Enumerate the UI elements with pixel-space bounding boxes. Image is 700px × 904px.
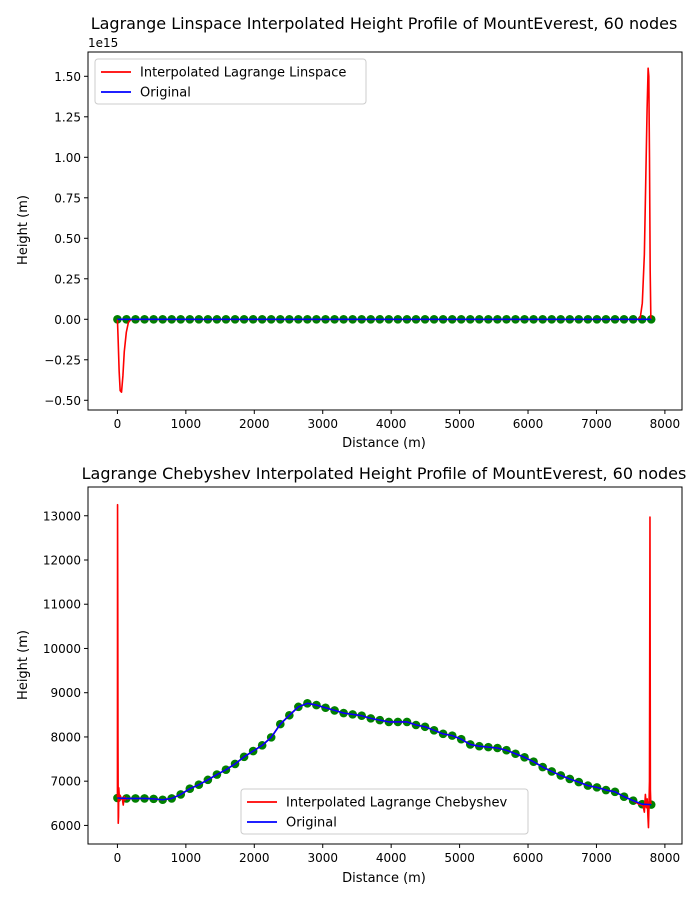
x-tick-label: 8000 [650, 851, 681, 865]
y-tick-label: 6000 [50, 819, 81, 833]
axes-frame [87, 486, 683, 845]
y-tick-label: 12000 [43, 553, 81, 567]
legend-label: Interpolated Lagrange Chebyshev [286, 796, 507, 811]
chart-title: Lagrange Chebyshev Interpolated Height P… [82, 464, 687, 483]
x-axis-label: Distance (m) [342, 436, 426, 451]
x-tick-label: 0 [114, 851, 122, 865]
legend-label: Interpolated Lagrange Linspace [140, 66, 346, 81]
x-tick-label: 3000 [307, 851, 338, 865]
axes-frame [87, 51, 683, 411]
x-tick-label: 5000 [444, 851, 475, 865]
y-axis-label: Height (m) [16, 630, 31, 700]
y-tick-label: −0.25 [44, 353, 81, 367]
legend: Interpolated Lagrange Linspace Original [94, 58, 367, 105]
x-tick-label: 6000 [513, 851, 544, 865]
y-tick-label: 8000 [50, 730, 81, 744]
x-tick-label: 2000 [239, 851, 270, 865]
y-tick-label: 13000 [43, 509, 81, 523]
node-marker [113, 314, 122, 324]
y-tick-label: 0.50 [54, 232, 81, 246]
x-tick-label: 6000 [513, 417, 544, 431]
x-tick-label: 5000 [444, 417, 475, 431]
y-tick-label: 11000 [43, 598, 81, 612]
x-tick-label: 7000 [581, 851, 612, 865]
x-tick-label: 2000 [239, 417, 270, 431]
legend-label: Original [286, 816, 337, 831]
original-line [117, 702, 652, 806]
plot-area [113, 503, 656, 829]
x-tick-label: 1000 [171, 417, 202, 431]
y-tick-label: 1.00 [54, 151, 81, 165]
x-tick-label: 1000 [171, 851, 202, 865]
plot-area [113, 67, 656, 393]
y-tick-label: −0.50 [44, 394, 81, 408]
legend-label: Original [140, 86, 191, 101]
x-tick-label: 7000 [581, 417, 612, 431]
y-axis-label: Height (m) [16, 195, 31, 265]
linspace-chart: Lagrange Linspace Interpolated Height Pr… [16, 14, 683, 451]
y-tick-label: 7000 [50, 775, 81, 789]
y-offset-label: 1e15 [88, 36, 118, 50]
y-tick-label: 0.00 [54, 313, 81, 327]
y-tick-label: 10000 [43, 642, 81, 656]
x-tick-label: 3000 [307, 417, 338, 431]
x-tick-label: 4000 [376, 417, 407, 431]
y-tick-label: 9000 [50, 686, 81, 700]
legend: Interpolated Lagrange Chebyshev Original [240, 788, 529, 835]
chart-title: Lagrange Linspace Interpolated Height Pr… [91, 14, 678, 33]
y-tick-label: 1.50 [54, 70, 81, 84]
y-tick-label: 1.25 [54, 110, 81, 124]
x-tick-label: 4000 [376, 851, 407, 865]
x-tick-label: 0 [114, 417, 122, 431]
y-tick-label: 0.25 [54, 272, 81, 286]
chebyshev-chart: Lagrange Chebyshev Interpolated Height P… [16, 464, 686, 886]
x-axis-label: Distance (m) [342, 871, 426, 886]
x-tick-label: 8000 [650, 417, 681, 431]
y-tick-label: 0.75 [54, 191, 81, 205]
